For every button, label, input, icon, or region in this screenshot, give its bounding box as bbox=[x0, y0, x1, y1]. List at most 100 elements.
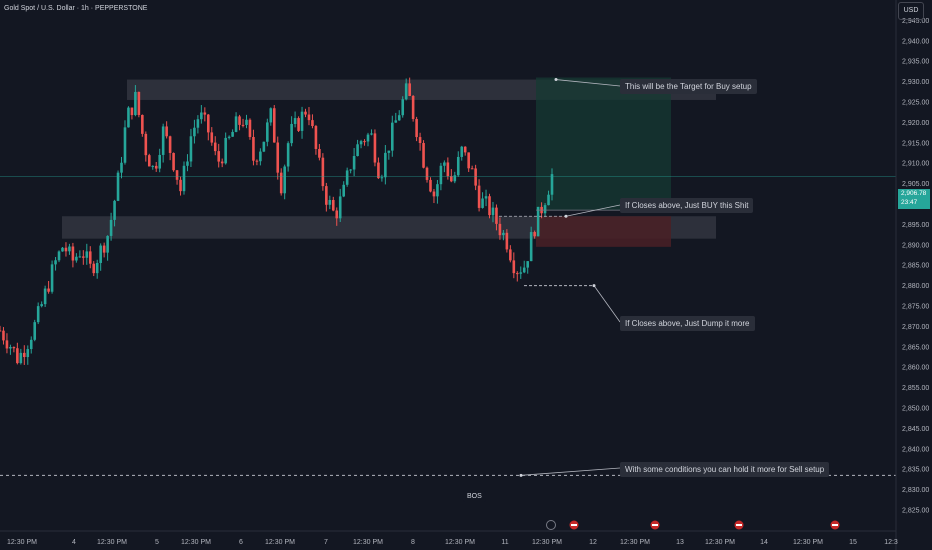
candle-body bbox=[370, 133, 373, 135]
price-axis[interactable]: 2,945.00 2,940.00 2,935.00 2,930.00 2,925.00… bbox=[902, 18, 929, 515]
candle-body bbox=[9, 347, 12, 349]
time-tick-label: 11 bbox=[501, 539, 508, 546]
candle-body bbox=[161, 126, 165, 155]
candle-body bbox=[33, 322, 37, 340]
candle-body bbox=[57, 251, 61, 261]
annotation-dump[interactable]: If Closes above, Just Dump it more bbox=[620, 316, 755, 331]
price-tick-label: 2,855.00 bbox=[902, 385, 929, 392]
candle-body bbox=[463, 146, 467, 153]
candle-body bbox=[484, 196, 488, 199]
candle-body bbox=[75, 256, 78, 261]
time-tick-label: 15 bbox=[849, 539, 857, 546]
candle-body bbox=[450, 176, 453, 182]
price-tick-label: 2,930.00 bbox=[902, 79, 929, 86]
candle-body bbox=[505, 232, 509, 250]
candle-body bbox=[248, 119, 252, 137]
candle-body bbox=[43, 288, 47, 305]
connector-dump-dot bbox=[592, 284, 596, 288]
candle-body bbox=[283, 166, 286, 194]
candle-body bbox=[373, 133, 377, 163]
candle-body bbox=[130, 107, 134, 116]
candle-body bbox=[266, 122, 269, 142]
candle-body bbox=[231, 131, 234, 137]
annotation-bos[interactable]: BOS bbox=[463, 491, 486, 502]
price-tick-label: 2,910.00 bbox=[902, 161, 929, 168]
candle-body bbox=[71, 246, 75, 261]
price-tick-label: 2,860.00 bbox=[902, 365, 929, 372]
candle-body bbox=[453, 175, 457, 182]
candle-body bbox=[109, 219, 113, 236]
candle-body bbox=[318, 148, 321, 158]
currency-button[interactable]: USD bbox=[898, 2, 924, 20]
candle-body bbox=[262, 141, 266, 152]
annotation-target[interactable]: This will be the Target for Buy setup bbox=[620, 79, 757, 94]
connector-target-dot bbox=[554, 78, 558, 82]
candle-body bbox=[26, 349, 30, 358]
economic-event-flag bbox=[736, 524, 742, 526]
time-tick-label: 7 bbox=[324, 539, 328, 546]
candle-body bbox=[92, 263, 96, 274]
current-price-tag: 2,906.78 23:47 bbox=[898, 189, 930, 209]
candle-body bbox=[443, 162, 446, 166]
time-tick-label: 12:30 PM bbox=[181, 539, 211, 546]
candle-body bbox=[474, 168, 477, 186]
candle-body bbox=[165, 126, 168, 137]
candle-body bbox=[408, 83, 411, 96]
candle-body bbox=[380, 177, 384, 179]
price-tick-label: 2,830.00 bbox=[902, 487, 929, 494]
time-tick-label: 4 bbox=[72, 539, 76, 546]
candle-body bbox=[172, 152, 175, 171]
candle-body bbox=[342, 184, 345, 197]
candle-body bbox=[543, 205, 547, 214]
candle-body bbox=[245, 119, 248, 125]
candle-body bbox=[422, 143, 425, 168]
candle-body bbox=[512, 260, 516, 274]
candle-body bbox=[297, 118, 300, 131]
candle-body bbox=[213, 142, 217, 152]
annotation-sell[interactable]: With some conditions you can hold it mor… bbox=[620, 462, 830, 477]
candle-body bbox=[186, 161, 189, 166]
candle-body bbox=[234, 116, 238, 132]
candle-body bbox=[82, 256, 85, 258]
candle-body bbox=[498, 223, 502, 236]
time-tick-label: 12:30 PM bbox=[353, 539, 383, 546]
candle-body bbox=[488, 196, 491, 216]
candle-body bbox=[68, 246, 71, 252]
candle-body bbox=[293, 118, 297, 124]
candle-body bbox=[446, 162, 450, 177]
candle-body bbox=[286, 143, 290, 167]
candle-body bbox=[259, 151, 262, 162]
candle-body bbox=[311, 120, 314, 127]
candle-body bbox=[411, 95, 415, 119]
candle-body bbox=[515, 273, 519, 275]
candle-body bbox=[269, 108, 273, 123]
candle-body bbox=[377, 162, 380, 179]
price-tick-label: 2,885.00 bbox=[902, 263, 929, 270]
price-tick-label: 2,845.00 bbox=[902, 426, 929, 433]
time-axis[interactable]: 12:30 PM 4 12:30 PM 5 12:30 PM 6 12:30 PM 7 12:3… bbox=[7, 539, 898, 546]
candle-body bbox=[331, 199, 335, 211]
candle-body bbox=[127, 107, 130, 128]
candle-body bbox=[207, 114, 210, 133]
time-tick-label: 14 bbox=[760, 539, 768, 546]
candle-body bbox=[519, 272, 523, 274]
candle-body bbox=[134, 91, 137, 116]
price-tick-label: 2,870.00 bbox=[902, 324, 929, 331]
candle-body bbox=[495, 207, 498, 224]
candle-body bbox=[255, 160, 259, 162]
candle-body bbox=[16, 348, 19, 364]
candle-body bbox=[36, 306, 40, 323]
candle-body bbox=[397, 115, 401, 121]
candle-body bbox=[509, 249, 512, 261]
economic-event-flag bbox=[832, 524, 838, 526]
zone-sell_zone bbox=[536, 216, 671, 247]
candle-body bbox=[349, 169, 352, 171]
time-tick-label: 12:30 PM bbox=[793, 539, 823, 546]
candle-body bbox=[279, 172, 283, 194]
candle-body bbox=[141, 114, 144, 134]
price-tick-label: 2,915.00 bbox=[902, 140, 929, 147]
time-tick-label: 8 bbox=[411, 539, 415, 546]
candle-body bbox=[102, 245, 106, 253]
annotation-buy[interactable]: If Closes above, Just BUY this Shit bbox=[620, 198, 754, 213]
